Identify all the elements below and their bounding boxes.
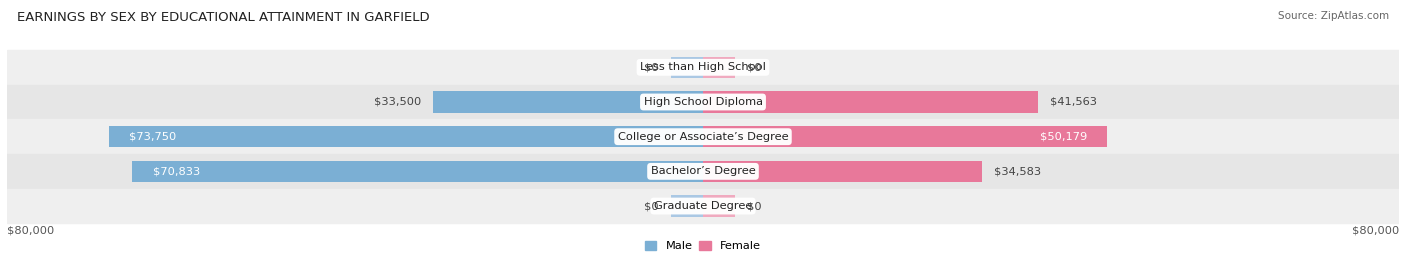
Text: Bachelor’s Degree: Bachelor’s Degree [651,166,755,176]
Bar [703,161,981,182]
Bar [7,119,1399,154]
Text: $80,000: $80,000 [1351,225,1399,235]
Text: $33,500: $33,500 [374,97,420,107]
Bar [7,189,1399,224]
Text: College or Associate’s Degree: College or Associate’s Degree [617,132,789,142]
Bar [7,154,1399,189]
Bar [108,126,703,147]
Text: $80,000: $80,000 [7,225,55,235]
Legend: Male, Female: Male, Female [645,241,761,251]
Text: $0: $0 [748,201,762,211]
Text: $0: $0 [644,201,658,211]
Bar [132,161,703,182]
Text: $0: $0 [644,62,658,72]
Text: Source: ZipAtlas.com: Source: ZipAtlas.com [1278,11,1389,21]
Bar [703,57,735,78]
Text: $70,833: $70,833 [153,166,200,176]
Bar [433,91,703,113]
Bar [7,85,1399,119]
Bar [703,126,1107,147]
Text: Less than High School: Less than High School [640,62,766,72]
Text: $34,583: $34,583 [994,166,1040,176]
Text: $0: $0 [748,62,762,72]
Text: High School Diploma: High School Diploma [644,97,762,107]
Text: Graduate Degree: Graduate Degree [654,201,752,211]
Bar [671,57,703,78]
Bar [703,91,1038,113]
Bar [7,50,1399,85]
Text: EARNINGS BY SEX BY EDUCATIONAL ATTAINMENT IN GARFIELD: EARNINGS BY SEX BY EDUCATIONAL ATTAINMEN… [17,11,429,24]
Bar [671,195,703,217]
Text: $50,179: $50,179 [1040,132,1087,142]
Text: $73,750: $73,750 [129,132,176,142]
Text: $41,563: $41,563 [1050,97,1097,107]
Bar [703,195,735,217]
